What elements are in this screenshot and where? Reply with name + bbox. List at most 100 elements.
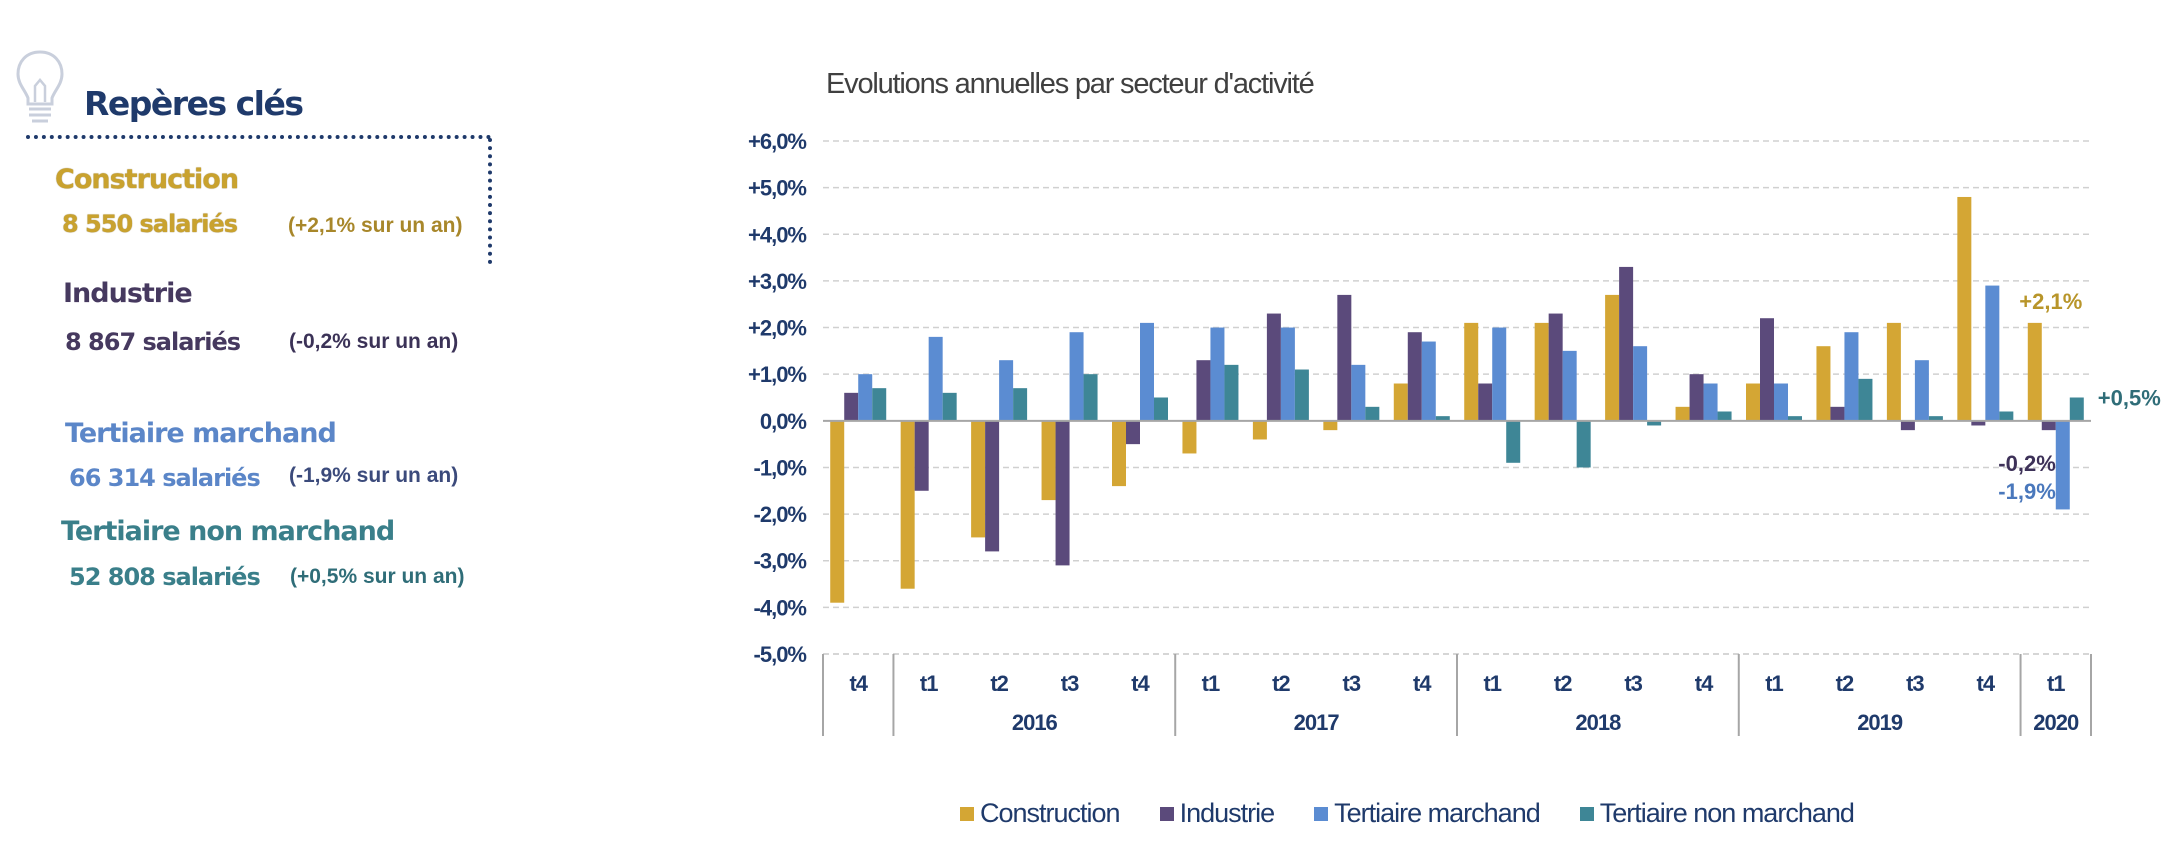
- bar-tertiaire-non-marchand: [872, 388, 887, 421]
- data-label: -1,9%: [1998, 479, 2055, 504]
- bar-construction: [2027, 322, 2042, 421]
- sector-tertiaire-marchand-name: Tertiaire marchand: [65, 418, 337, 449]
- legend-label-industrie: Industrie: [1179, 798, 1276, 828]
- bar-industrie: [1619, 266, 1634, 421]
- bar-industrie: [1196, 360, 1211, 421]
- legend-label-tertiaire-marchand: Tertiaire marchand: [1334, 798, 1541, 828]
- bar-industrie: [1266, 313, 1281, 421]
- bar-industrie: [985, 420, 1000, 552]
- bar-construction: [1605, 294, 1620, 421]
- lightbulb-icon: [14, 48, 66, 128]
- x-tick-label: t2: [1836, 671, 1854, 696]
- bar-construction: [1746, 383, 1760, 421]
- legend-label-tertiaire-non-marchand: Tertiaire non marchand: [1599, 798, 1855, 828]
- x-tick-label: t3: [1343, 671, 1361, 696]
- y-tick-label: -5,0%: [754, 642, 807, 667]
- bar-industrie: [914, 420, 929, 491]
- legend-swatch-industrie: [1159, 806, 1174, 821]
- sector-tertiaire-non-marchand-variation: (+0,5% sur un an): [290, 565, 465, 588]
- bar-construction: [1112, 420, 1126, 487]
- bar-construction: [1957, 196, 1972, 421]
- x-tick-label: t2: [990, 671, 1008, 696]
- bar-tertiaire-non-marchand: [1365, 406, 1380, 421]
- bar-industrie: [1407, 332, 1422, 421]
- bar-industrie: [1478, 383, 1493, 421]
- x-tick-label: t4: [1977, 671, 1996, 696]
- y-tick-label: -2,0%: [754, 502, 807, 527]
- chart-title: Evolutions annuelles par secteur d'activ…: [826, 68, 1315, 100]
- bar-industrie: [1760, 318, 1774, 421]
- bar-tertiaire-marchand: [928, 336, 943, 421]
- bar-tertiaire-non-marchand: [1717, 411, 1732, 421]
- legend-item-construction: Construction: [960, 798, 1121, 829]
- sector-industrie-variation: (-0,2% sur un an): [289, 330, 459, 353]
- sector-construction-variation: (+2,1% sur un an): [288, 214, 463, 237]
- bar-construction: [1393, 383, 1408, 421]
- sector-construction-count: 8 550 salariés: [62, 210, 238, 238]
- y-tick-label: -3,0%: [754, 549, 807, 574]
- sector-tertiaire-marchand-count: 66 314 salariés: [69, 464, 261, 492]
- bar-construction: [830, 420, 845, 603]
- bar-construction: [1886, 322, 1901, 421]
- y-tick-label: +5,0%: [748, 176, 806, 201]
- bar-tertiaire-marchand: [1985, 285, 2000, 421]
- bar-tertiaire-non-marchand: [1788, 416, 1802, 421]
- x-tick-label: t1: [1765, 671, 1783, 696]
- data-label: +0,5%: [2098, 386, 2161, 411]
- bar-tertiaire-marchand: [1210, 327, 1225, 421]
- x-year-label: 2019: [1857, 710, 1903, 735]
- bar-tertiaire-marchand: [1140, 322, 1154, 421]
- x-tick-label: t2: [1272, 671, 1290, 696]
- bar-construction: [971, 420, 986, 538]
- bar-tertiaire-non-marchand: [1858, 378, 1873, 421]
- y-tick-label: -4,0%: [754, 595, 807, 620]
- bar-tertiaire-marchand: [1844, 332, 1859, 421]
- bar-construction: [900, 420, 915, 589]
- y-tick-label: +6,0%: [748, 129, 806, 154]
- bar-tertiaire-non-marchand: [1506, 420, 1521, 463]
- bar-industrie: [1055, 420, 1070, 566]
- bar-tertiaire-non-marchand: [942, 392, 957, 421]
- legend-item-tertiaire-non-marchand: Tertiaire non marchand: [1579, 798, 1855, 829]
- bar-industrie: [844, 392, 859, 421]
- bar-industrie: [1689, 374, 1704, 421]
- bar-construction: [1675, 406, 1690, 421]
- bar-tertiaire-non-marchand: [1435, 416, 1450, 421]
- x-year-label: 2020: [2033, 710, 2079, 735]
- x-year-label: 2016: [1012, 710, 1058, 735]
- bar-tertiaire-marchand: [1421, 341, 1436, 421]
- y-tick-label: -1,0%: [754, 455, 807, 480]
- legend-label-construction: Construction: [980, 798, 1121, 828]
- x-tick-label: t3: [1624, 671, 1642, 696]
- bar-tertiaire-marchand: [1069, 332, 1084, 421]
- sector-construction-name: Construction: [55, 164, 239, 195]
- bar-tertiaire-non-marchand: [1999, 411, 2014, 421]
- bar-tertiaire-marchand: [999, 360, 1014, 421]
- bar-tertiaire-non-marchand: [1154, 397, 1168, 421]
- data-label: -0,2%: [1998, 451, 2055, 476]
- sector-tertiaire-marchand-variation: (-1,9% sur un an): [289, 464, 459, 487]
- sector-industrie-name: Industrie: [63, 278, 193, 309]
- sector-tertiaire-non-marchand-name: Tertiaire non marchand: [61, 516, 395, 547]
- bar-tertiaire-marchand: [2055, 420, 2070, 510]
- bar-tertiaire-marchand: [1492, 327, 1507, 421]
- panel-title: Repères clés: [84, 84, 304, 123]
- x-tick-label: t3: [1061, 671, 1079, 696]
- x-axis: t4 t1 t2 t3 t4 t1 t2 t3 t4 t1 t2 t3 t4 t1 t2 t3 t4 t1 2016…: [822, 653, 2092, 736]
- bar-tertiaire-non-marchand: [1294, 369, 1309, 421]
- legend-swatch-tertiaire-non-marchand: [1579, 806, 1594, 821]
- x-tick-label: t4: [1413, 671, 1432, 696]
- y-axis-ticks: +6,0% +5,0% +4,0% +3,0% +2,0% +1,0% 0,0% -1,0% -…: [748, 129, 807, 667]
- bar-construction: [1816, 346, 1831, 421]
- panel-divider-vertical: [488, 138, 492, 264]
- bar-tertiaire-marchand: [858, 374, 873, 421]
- bar-construction: [1323, 420, 1338, 431]
- legend-item-tertiaire-marchand: Tertiaire marchand: [1314, 798, 1541, 829]
- legend-item-industrie: Industrie: [1159, 798, 1276, 829]
- bar-industrie: [2041, 420, 2056, 431]
- bar-tertiaire-marchand: [1633, 346, 1648, 421]
- bar-tertiaire-marchand: [1914, 360, 1929, 421]
- chart-legend: Construction Industrie Tertiaire marchan…: [960, 798, 1855, 829]
- x-year-label: 2018: [1575, 710, 1621, 735]
